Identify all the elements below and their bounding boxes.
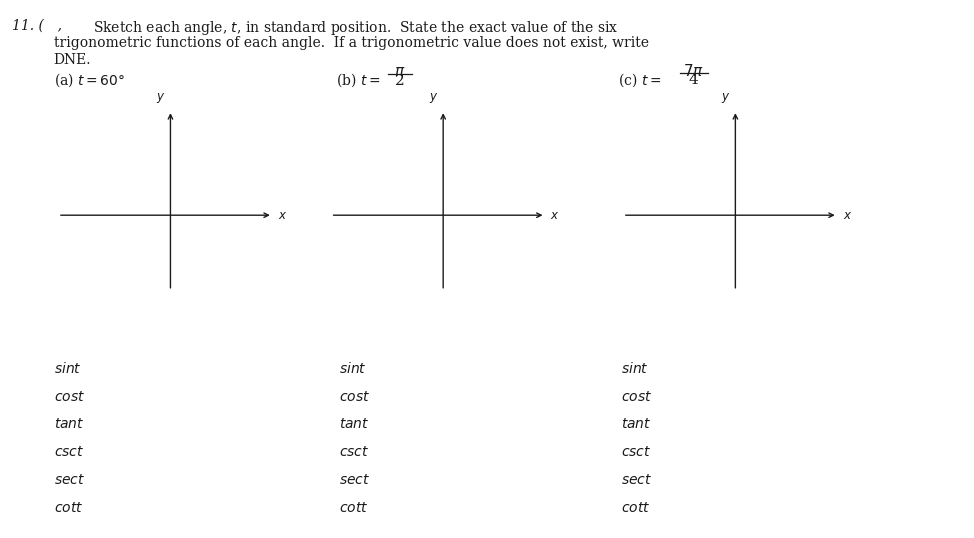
Text: $cos t$: $cos t$ (621, 390, 653, 404)
Text: (c) $t = $: (c) $t = $ (618, 71, 661, 89)
Text: DNE.: DNE. (54, 53, 92, 67)
Text: $csc t$: $csc t$ (621, 445, 652, 459)
Text: 4: 4 (689, 73, 698, 87)
Text: (a) $t = 60°$: (a) $t = 60°$ (54, 71, 125, 89)
Text: $y$: $y$ (156, 91, 166, 105)
Text: $cot t$: $cot t$ (54, 501, 83, 515)
Text: $sec t$: $sec t$ (339, 473, 370, 487)
Text: $csc t$: $csc t$ (54, 445, 84, 459)
Text: $x$: $x$ (550, 209, 560, 222)
Text: Sketch each angle, $t$, in standard position.  State the exact value of the six: Sketch each angle, $t$, in standard posi… (93, 19, 618, 37)
Text: $tan t$: $tan t$ (339, 417, 369, 431)
Text: 11. (     ,: 11. ( , (12, 19, 61, 33)
Text: $cos t$: $cos t$ (339, 390, 370, 404)
Text: $csc t$: $csc t$ (339, 445, 369, 459)
Text: $sin t$: $sin t$ (621, 361, 649, 376)
Text: $x$: $x$ (278, 209, 287, 222)
Text: $\pi$: $\pi$ (393, 65, 405, 79)
Text: trigonometric functions of each angle.  If a trigonometric value does not exist,: trigonometric functions of each angle. I… (54, 36, 649, 50)
Text: $y$: $y$ (721, 91, 730, 105)
Text: 2: 2 (394, 74, 404, 88)
Text: $cos t$: $cos t$ (54, 390, 85, 404)
Text: $sin t$: $sin t$ (339, 361, 366, 376)
Text: $7\pi$: $7\pi$ (683, 63, 704, 80)
Text: $sin t$: $sin t$ (54, 361, 81, 376)
Text: $tan t$: $tan t$ (621, 417, 652, 431)
Text: $sec t$: $sec t$ (54, 473, 85, 487)
Text: $cot t$: $cot t$ (339, 501, 368, 515)
Text: $x$: $x$ (843, 209, 852, 222)
Text: $y$: $y$ (429, 91, 438, 105)
Text: $sec t$: $sec t$ (621, 473, 653, 487)
Text: $cot t$: $cot t$ (621, 501, 651, 515)
Text: $tan t$: $tan t$ (54, 417, 84, 431)
Text: (b) $t = $: (b) $t = $ (336, 71, 381, 89)
